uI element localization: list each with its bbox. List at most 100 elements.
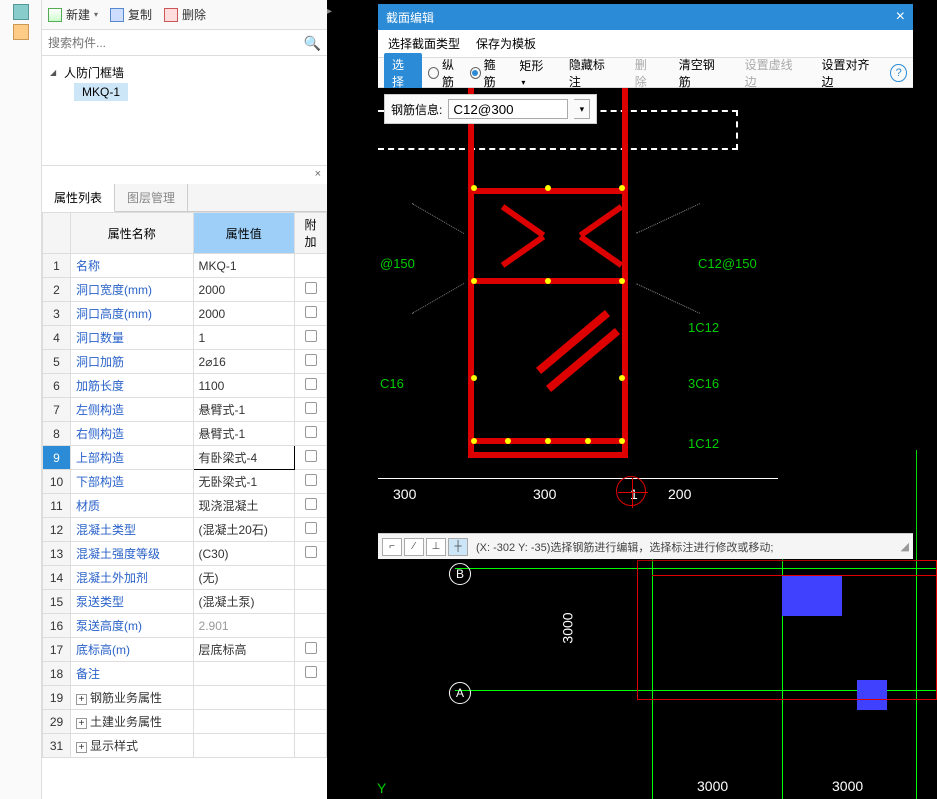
prop-row[interactable]: 9上部构造有卧梁式-4: [43, 446, 327, 470]
snap-btn-2[interactable]: ∕: [404, 538, 424, 556]
tab-properties[interactable]: 属性列表: [42, 184, 115, 212]
new-dropdown-icon[interactable]: ▾: [94, 10, 98, 19]
snap-btn-4[interactable]: ┼: [448, 538, 468, 556]
prop-row[interactable]: 15泵送类型(混凝土泵): [43, 590, 327, 614]
tree-root[interactable]: ◢ 人防门框墙: [46, 62, 323, 83]
prop-extra-checkbox[interactable]: [295, 446, 327, 470]
expand-icon[interactable]: +: [76, 742, 87, 753]
snap-btn-3[interactable]: ⊥: [426, 538, 446, 556]
prop-row[interactable]: 4洞口数量1: [43, 326, 327, 350]
prop-value[interactable]: 层底标高: [193, 638, 294, 662]
prop-row[interactable]: 19+钢筋业务属性: [43, 686, 327, 710]
prop-value[interactable]: [193, 710, 294, 734]
prop-row[interactable]: 17底标高(m)层底标高: [43, 638, 327, 662]
tool-align[interactable]: 设置对齐边: [814, 53, 885, 93]
radio-longbar[interactable]: 纵筋: [428, 56, 464, 90]
icon-1[interactable]: [13, 4, 29, 20]
icon-2[interactable]: [13, 24, 29, 40]
prop-value[interactable]: 2⌀16: [193, 350, 294, 374]
menu-select-type[interactable]: 选择截面类型: [388, 35, 460, 52]
prop-extra-checkbox[interactable]: [295, 302, 327, 326]
help-icon[interactable]: ?: [890, 64, 907, 82]
prop-value[interactable]: 2000: [193, 278, 294, 302]
tool-dashed[interactable]: 设置虚线边: [737, 53, 808, 93]
prop-row[interactable]: 11材质现浇混凝土: [43, 494, 327, 518]
prop-row[interactable]: 3洞口高度(mm)2000: [43, 302, 327, 326]
prop-extra-checkbox[interactable]: [295, 374, 327, 398]
prop-extra-checkbox[interactable]: [295, 590, 327, 614]
prop-extra-checkbox[interactable]: [295, 710, 327, 734]
expand-icon[interactable]: +: [76, 694, 87, 705]
prop-row[interactable]: 16泵送高度(m)2.901: [43, 614, 327, 638]
tree-collapse-icon[interactable]: ◢: [50, 68, 60, 77]
snap-btn-1[interactable]: ⌐: [382, 538, 402, 556]
prop-extra-checkbox[interactable]: [295, 566, 327, 590]
prop-row[interactable]: 29+土建业务属性: [43, 710, 327, 734]
prop-row[interactable]: 5洞口加筋2⌀16: [43, 350, 327, 374]
panel-drag-handle[interactable]: ▸: [327, 6, 337, 22]
search-input[interactable]: [42, 30, 327, 55]
prop-value[interactable]: [193, 734, 294, 758]
delete-button[interactable]: 删除: [164, 6, 206, 23]
prop-extra-checkbox[interactable]: [295, 614, 327, 638]
prop-row[interactable]: 7左侧构造悬臂式-1: [43, 398, 327, 422]
tool-clear[interactable]: 清空钢筋: [671, 53, 731, 93]
prop-row[interactable]: 18备注: [43, 662, 327, 686]
prop-row[interactable]: 8右侧构造悬臂式-1: [43, 422, 327, 446]
prop-value[interactable]: 1100: [193, 374, 294, 398]
dialog-close-icon[interactable]: ×: [896, 8, 905, 26]
radio-stirrup[interactable]: 箍筋: [470, 56, 506, 90]
prop-extra-checkbox[interactable]: [295, 326, 327, 350]
tool-delete[interactable]: 删除: [627, 53, 665, 93]
tool-select[interactable]: 选择: [384, 53, 422, 93]
rebar-info-dropdown[interactable]: ▾: [574, 99, 590, 119]
tree-child-mkq1[interactable]: MKQ-1: [74, 83, 128, 101]
prop-value[interactable]: MKQ-1: [193, 254, 294, 278]
resize-grip-icon[interactable]: ◢: [901, 540, 909, 553]
prop-extra-checkbox[interactable]: [295, 686, 327, 710]
prop-extra-checkbox[interactable]: [295, 254, 327, 278]
prop-extra-checkbox[interactable]: [295, 398, 327, 422]
prop-extra-checkbox[interactable]: [295, 422, 327, 446]
prop-extra-checkbox[interactable]: [295, 518, 327, 542]
prop-row[interactable]: 13混凝土强度等级(C30): [43, 542, 327, 566]
prop-value[interactable]: 有卧梁式-4: [193, 446, 294, 470]
rebar-info-input[interactable]: [448, 99, 568, 119]
menu-save-template[interactable]: 保存为模板: [476, 35, 536, 52]
prop-value[interactable]: 2.901: [193, 614, 294, 638]
prop-extra-checkbox[interactable]: [295, 638, 327, 662]
tool-rect[interactable]: 矩形▾: [511, 54, 554, 91]
prop-row[interactable]: 31+显示样式: [43, 734, 327, 758]
copy-button[interactable]: 复制: [110, 6, 152, 23]
tab-layers[interactable]: 图层管理: [115, 184, 188, 211]
prop-row[interactable]: 14混凝土外加剂(无): [43, 566, 327, 590]
expand-icon[interactable]: +: [76, 718, 87, 729]
prop-row[interactable]: 1名称MKQ-1: [43, 254, 327, 278]
prop-row[interactable]: 10下部构造无卧梁式-1: [43, 470, 327, 494]
prop-value[interactable]: 悬臂式-1: [193, 398, 294, 422]
section-canvas[interactable]: @150 C12@150 C16 1C12 3C16 1C12 300 300 …: [378, 88, 913, 533]
prop-extra-checkbox[interactable]: [295, 734, 327, 758]
prop-extra-checkbox[interactable]: [295, 278, 327, 302]
prop-value[interactable]: (混凝土20石): [193, 518, 294, 542]
prop-value[interactable]: 悬臂式-1: [193, 422, 294, 446]
prop-extra-checkbox[interactable]: [295, 470, 327, 494]
prop-value[interactable]: (C30): [193, 542, 294, 566]
panel-close-icon[interactable]: ×: [42, 166, 327, 184]
search-icon[interactable]: 🔍: [304, 35, 321, 52]
prop-value[interactable]: (混凝土泵): [193, 590, 294, 614]
prop-value[interactable]: 现浇混凝土: [193, 494, 294, 518]
prop-extra-checkbox[interactable]: [295, 662, 327, 686]
prop-extra-checkbox[interactable]: [295, 350, 327, 374]
new-button[interactable]: 新建 ▾: [48, 6, 98, 23]
prop-value[interactable]: 2000: [193, 302, 294, 326]
prop-value[interactable]: 1: [193, 326, 294, 350]
prop-value[interactable]: 无卧梁式-1: [193, 470, 294, 494]
prop-row[interactable]: 12混凝土类型(混凝土20石): [43, 518, 327, 542]
tool-hide-annot[interactable]: 隐藏标注: [561, 53, 621, 93]
prop-row[interactable]: 2洞口宽度(mm)2000: [43, 278, 327, 302]
prop-row[interactable]: 6加筋长度1100: [43, 374, 327, 398]
prop-value[interactable]: [193, 686, 294, 710]
prop-extra-checkbox[interactable]: [295, 542, 327, 566]
prop-value[interactable]: (无): [193, 566, 294, 590]
